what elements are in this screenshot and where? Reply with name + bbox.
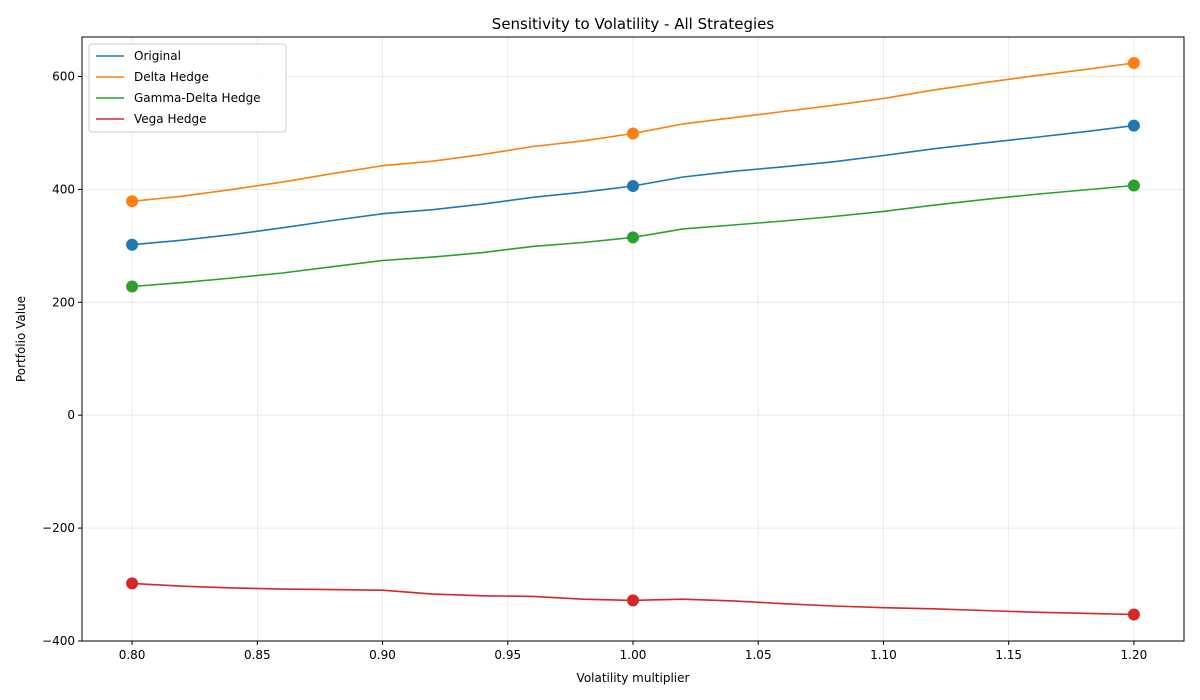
y-tick-label: 0 [67,408,75,422]
legend-label-vega-hedge: Vega Hedge [134,112,206,126]
data-point-delta-hedge [627,127,639,140]
data-point-gamma-delta-hedge [1127,179,1140,192]
x-tick-label: 1.10 [870,648,897,662]
x-tick-label: 0.80 [119,648,146,662]
x-tick-label: 1.05 [745,648,772,662]
y-tick-label: −200 [42,521,75,535]
x-tick-label: 1.00 [620,648,647,662]
y-axis-title: Portfolio Value [14,296,28,382]
data-point-vega-hedge [1127,608,1140,621]
y-tick-label: 600 [52,70,75,84]
x-tick-label: 1.15 [995,648,1022,662]
data-point-delta-hedge [1127,56,1140,69]
data-point-gamma-delta-hedge [627,231,639,244]
x-tick-label: 1.20 [1121,648,1148,662]
legend-label-original: Original [134,49,181,63]
x-tick-label: 0.90 [369,648,396,662]
data-point-vega-hedge [627,594,639,607]
x-tick-label: 0.95 [494,648,521,662]
y-tick-label: 200 [52,295,75,309]
chart-title: Sensitivity to Volatility - All Strategi… [492,15,775,33]
data-point-delta-hedge [126,195,139,208]
tick-layer: 0.80 0.85 0.90 0.95 1.00 1.05 1.10 1.15 1.20 −400… [42,70,1147,662]
y-tick-label: −400 [42,634,75,648]
legend-label-gamma-delta-hedge: Gamma-Delta Hedge [134,91,261,105]
x-tick-label: 0.85 [244,648,271,662]
y-tick-label: 400 [52,182,75,196]
data-point-vega-hedge [126,577,139,590]
data-point-original [1127,119,1140,132]
data-point-gamma-delta-hedge [126,280,139,293]
legend-box [88,43,287,133]
legend: Original Delta Hedge Gamma-Delta Hedge Vega… [88,43,287,133]
x-axis-title: Volatility multiplier [577,671,690,685]
data-point-original [126,238,139,251]
marker-layer [126,56,1140,621]
data-point-original [627,180,639,193]
legend-label-delta-hedge: Delta Hedge [134,70,209,84]
